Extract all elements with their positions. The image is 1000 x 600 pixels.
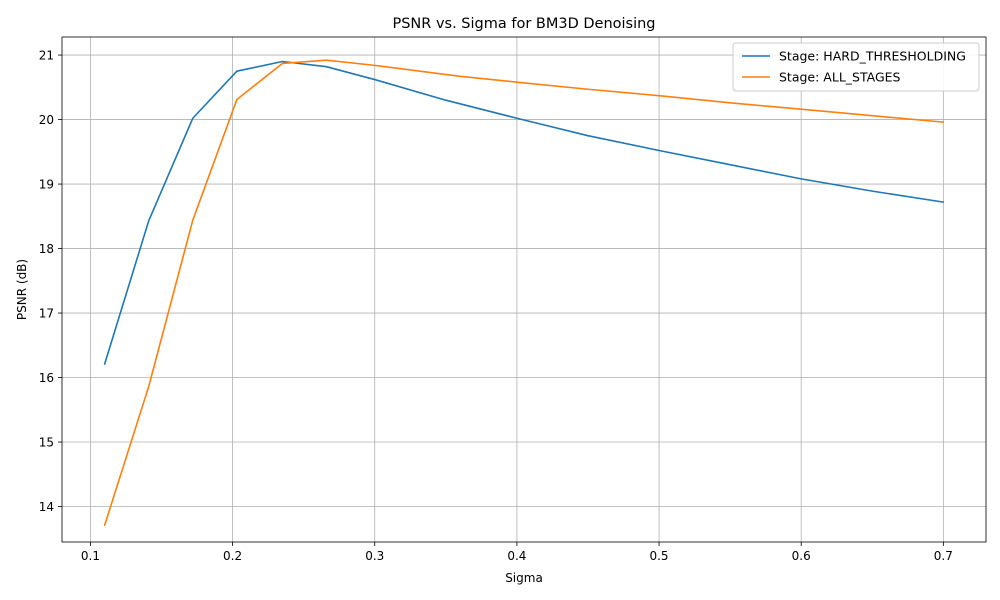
y-tick-label: 21 [39,49,54,63]
x-tick-label: 0.4 [507,549,526,563]
y-tick-label: 19 [39,178,54,192]
legend-label-1: Stage: HARD_THRESHOLDING [779,49,966,64]
y-tick-label: 14 [39,500,54,514]
x-tick-label: 0.1 [81,549,100,563]
x-tick-label: 0.6 [792,549,811,563]
x-axis-label: Sigma [505,571,543,585]
series-layer [103,59,945,527]
series-line-1 [103,60,945,365]
legend-label-2: Stage: ALL_STAGES [779,70,901,85]
y-tick-label: 16 [39,371,54,385]
y-tick-label: 20 [39,113,54,127]
y-axis-label: PSNR (dB) [15,259,29,320]
x-tick-label: 0.2 [223,549,242,563]
y-axis-ticks: 14 15 16 17 18 19 20 21 [39,49,62,514]
series-line-2 [103,59,945,527]
x-tick-label: 0.5 [649,549,668,563]
legend: Stage: HARD_THRESHOLDING Stage: ALL_STAGE… [732,42,980,92]
y-tick-label: 18 [39,242,54,256]
legend-box [732,42,980,92]
y-tick-label: 15 [39,436,54,450]
x-tick-label: 0.7 [934,549,953,563]
plot-frame [61,36,987,543]
x-axis-ticks: 0.1 0.2 0.3 0.4 0.5 0.6 0.7 [81,542,953,563]
chart-title: PSNR vs. Sigma for BM3D Denoising [392,16,655,32]
x-tick-label: 0.3 [365,549,384,563]
y-tick-label: 17 [39,307,54,321]
